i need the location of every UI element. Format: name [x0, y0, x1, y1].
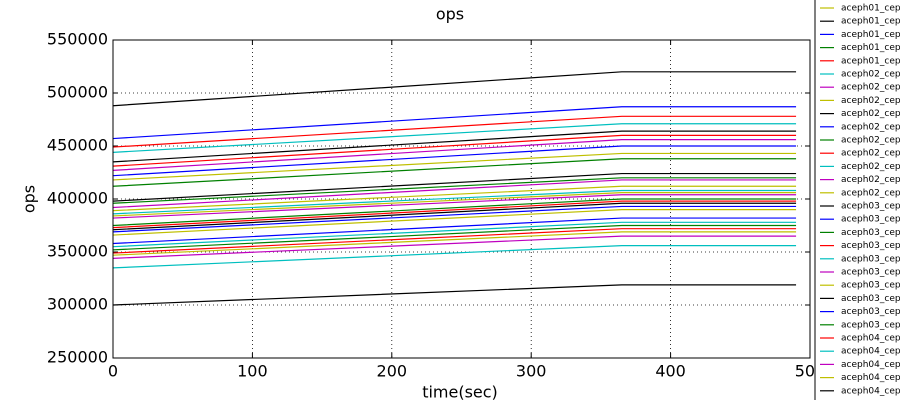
- legend-label: aceph04_ceph: [841, 347, 900, 357]
- y-tick-label: 450000: [47, 136, 108, 155]
- y-tick-label: 400000: [47, 189, 108, 208]
- series-line: [112, 152, 797, 181]
- legend-label: aceph01_ceph: [841, 30, 900, 40]
- series-line: [112, 228, 797, 254]
- legend-label: aceph03_ceph: [841, 254, 900, 264]
- legend-label: aceph02_ceph: [841, 149, 900, 159]
- series-line: [112, 123, 797, 153]
- series-line: [112, 134, 797, 167]
- legend-label: aceph01_ceph: [841, 56, 900, 66]
- legend-label: aceph03_ceph: [841, 320, 900, 330]
- legend-label: aceph02_ceph: [841, 136, 900, 146]
- legend-label: aceph03_ceph: [841, 307, 900, 317]
- legend-label: aceph02_ceph: [841, 96, 900, 106]
- legend-label: aceph02_ceph: [841, 70, 900, 80]
- series-line: [112, 200, 797, 229]
- x-axis-label: time(sec): [422, 383, 498, 400]
- series-line: [112, 194, 797, 219]
- legend-label: aceph03_ceph: [841, 268, 900, 278]
- series-line: [112, 231, 797, 256]
- legend-label: aceph04_ceph: [841, 373, 900, 383]
- series-line: [112, 224, 797, 251]
- series-line: [112, 221, 797, 248]
- series-line: [112, 139, 797, 171]
- legend-label: aceph04_ceph: [841, 334, 900, 344]
- legend-label: aceph03_ceph: [841, 281, 900, 291]
- series-line: [112, 177, 797, 204]
- legend-label: aceph04_ceph: [841, 386, 900, 396]
- legend-label: aceph03_ceph: [841, 202, 900, 212]
- series-line: [112, 145, 797, 177]
- series-line: [112, 198, 797, 227]
- plot-frame: [112, 39, 811, 359]
- legend-label: aceph02_ceph: [841, 162, 900, 172]
- x-tick-label: 0: [108, 362, 118, 381]
- y-tick-label: 300000: [47, 295, 108, 314]
- series-line: [112, 284, 797, 306]
- legend-label: aceph03_ceph: [841, 294, 900, 304]
- legend-box: [814, 0, 900, 400]
- legend-label: aceph02_ceph: [841, 109, 900, 119]
- legend-label: aceph03_ceph: [841, 215, 900, 225]
- legend: aceph01_cephaceph01_cephaceph01_cephacep…: [814, 0, 900, 400]
- series-line: [112, 115, 797, 148]
- series-line: [112, 205, 797, 233]
- y-tick-label: 500000: [47, 83, 108, 102]
- legend-label: aceph02_ceph: [841, 83, 900, 93]
- series-line: [112, 235, 797, 259]
- y-tick-label: 550000: [47, 30, 108, 49]
- legend-label: aceph01_ceph: [841, 4, 900, 14]
- x-tick-label: 100: [237, 362, 268, 381]
- series-line: [112, 245, 797, 269]
- series-line: [112, 192, 797, 217]
- legend-label: aceph02_ceph: [841, 122, 900, 132]
- series-line: [112, 185, 797, 212]
- series-line: [112, 172, 797, 202]
- series-line: [112, 158, 797, 187]
- x-tick-label: 300: [516, 362, 547, 381]
- y-axis-label: ops: [20, 185, 39, 213]
- legend-label: aceph01_ceph: [841, 17, 900, 27]
- series-line: [112, 106, 797, 140]
- y-tick-label: 250000: [47, 348, 108, 367]
- legend-label: aceph03_ceph: [841, 228, 900, 238]
- legend-label: aceph02_ceph: [841, 175, 900, 185]
- x-tick-label: 400: [655, 362, 686, 381]
- legend-label: aceph01_ceph: [841, 43, 900, 53]
- series-line: [112, 209, 797, 236]
- series-line: [112, 202, 797, 231]
- y-tick-label: 350000: [47, 242, 108, 261]
- series-line: [112, 130, 797, 163]
- x-tick-label: 200: [377, 362, 408, 381]
- series-line: [112, 179, 797, 209]
- legend-label: aceph02_ceph: [841, 188, 900, 198]
- series-line: [112, 71, 797, 107]
- series-line: [112, 217, 797, 245]
- legend-label: aceph04_ceph: [841, 360, 900, 370]
- series-line: [112, 189, 797, 215]
- chart-title: ops: [436, 5, 464, 24]
- legend-label: aceph03_ceph: [841, 241, 900, 251]
